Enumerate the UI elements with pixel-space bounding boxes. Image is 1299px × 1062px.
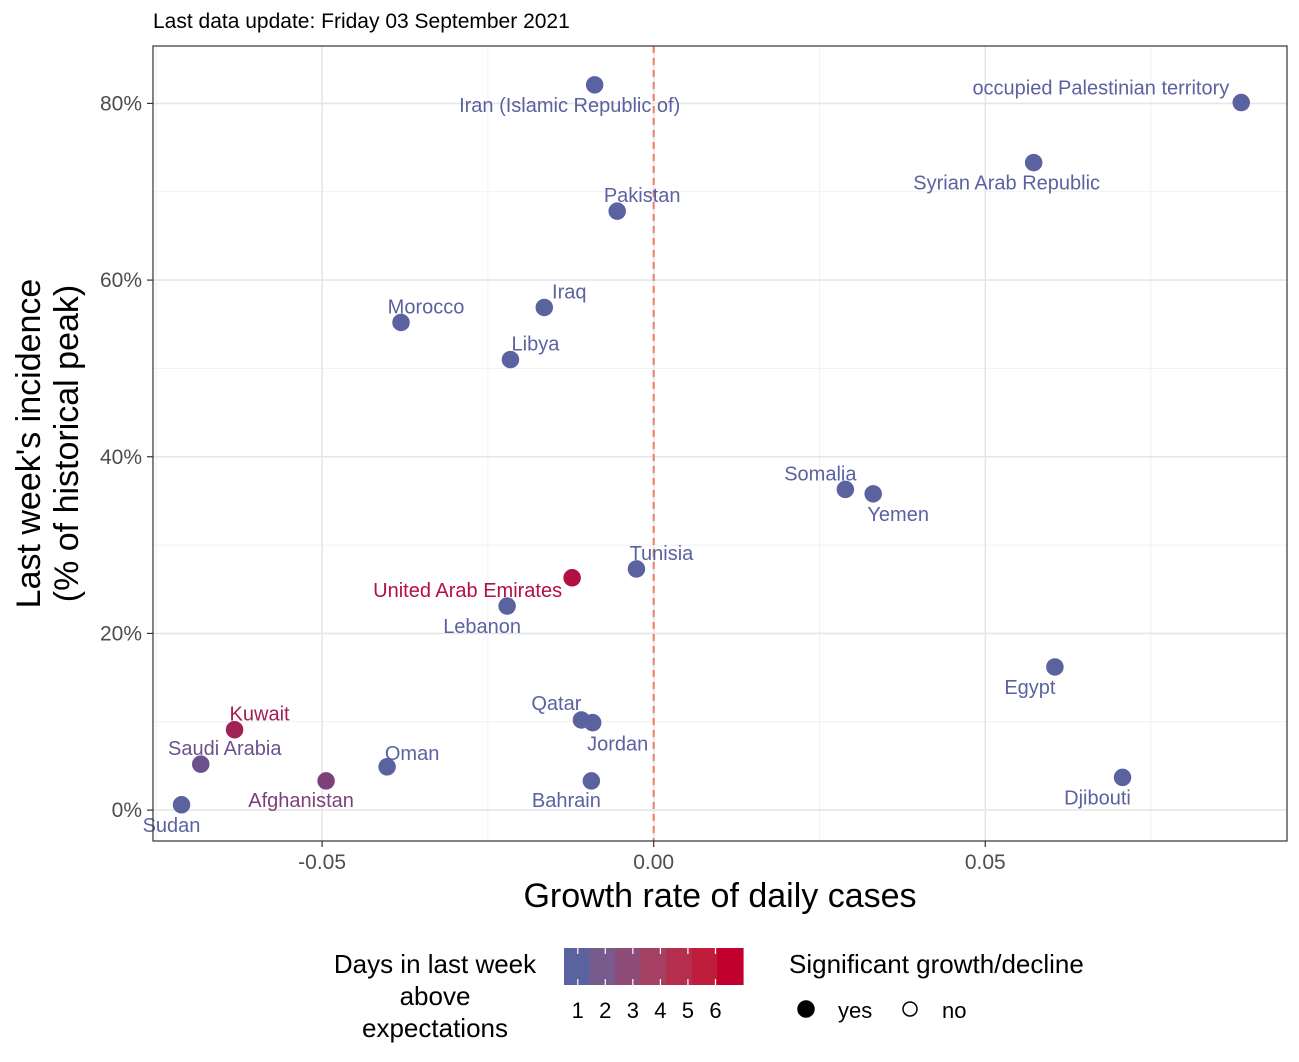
colorbar-segment: [615, 948, 642, 985]
label-united-arab-emirates: United Arab Emirates: [373, 580, 562, 602]
point-sudan: [172, 796, 191, 814]
point-kuwait: [225, 720, 244, 739]
label-oman: Oman: [385, 743, 439, 765]
label-somalia: Somalia: [784, 463, 857, 485]
point-lebanon: [498, 597, 516, 615]
y-tick-label: 20%: [100, 622, 142, 645]
label-libya: Libya: [512, 334, 561, 356]
plot-panel-border: [152, 45, 1288, 842]
colorbar-tick-label: 5: [682, 998, 694, 1023]
label-egypt: Egypt: [1004, 677, 1056, 699]
point-pakistan: [608, 202, 626, 220]
point-tunisia: [627, 560, 646, 578]
label-afghanistan: Afghanistan: [248, 790, 354, 812]
colorbar-tick-label: 4: [654, 998, 666, 1023]
legend-open-circle-icon: [902, 1001, 918, 1017]
label-iraq: Iraq: [552, 281, 586, 303]
legend-shape-label: no: [942, 998, 966, 1023]
point-united-arab-emirates: [563, 569, 581, 587]
label-lebanon: Lebanon: [443, 616, 521, 638]
colorbar-tick-label: 1: [572, 998, 584, 1023]
x-tick-label: 0.00: [633, 851, 674, 874]
point-bahrain: [582, 772, 601, 790]
label-bahrain: Bahrain: [532, 790, 601, 812]
legend-color-title-line: Days in last week: [334, 949, 537, 979]
point-iran-islamic-republic-of: [585, 76, 604, 94]
legend-shape-title: Significant growth/decline: [789, 949, 1084, 979]
chart-subtitle: Last data update: Friday 03 September 20…: [153, 10, 570, 33]
label-syrian-arab-republic: Syrian Arab Republic: [913, 173, 1100, 195]
label-occupied-palestinian-territory: occupied Palestinian territory: [972, 78, 1229, 100]
point-egypt: [1046, 658, 1064, 676]
label-tunisia: Tunisia: [630, 543, 695, 565]
label-iran-islamic-republic-of: Iran (Islamic Republic of): [459, 95, 680, 117]
label-sudan: Sudan: [143, 815, 201, 837]
label-yemen: Yemen: [867, 504, 929, 526]
colorbar-segment: [717, 948, 744, 985]
point-syrian-arab-republic: [1024, 153, 1043, 172]
point-somalia: [836, 480, 855, 499]
legend-color-title-line: above: [400, 981, 471, 1011]
point-libya: [501, 350, 520, 369]
point-oman: [378, 758, 396, 776]
label-jordan: Jordan: [587, 734, 648, 756]
gridlines: [153, 46, 1287, 841]
axes: -0.05 0.00 0.05 0% 20% 40% 60% 80%: [100, 92, 1006, 874]
point-afghanistan: [317, 772, 335, 790]
label-qatar: Qatar: [531, 693, 581, 715]
legend-shape-label: yes: [838, 998, 872, 1023]
colorbar-segment: [640, 948, 667, 985]
colorbar-segment: [564, 948, 591, 985]
colorbar-segment: [589, 948, 616, 985]
y-axis-title: Last week's incidence(% of historical pe…: [10, 279, 86, 609]
colorbar-tick-label: 3: [627, 998, 639, 1023]
point-djibouti: [1113, 768, 1132, 787]
legend-color-title-line: expectations: [362, 1013, 508, 1043]
label-kuwait: Kuwait: [230, 704, 290, 726]
point-yemen: [864, 485, 882, 503]
y-axis-title-line: Last week's incidence: [10, 279, 48, 609]
y-tick-label: 60%: [100, 269, 142, 292]
point-occupied-palestinian-territory: [1232, 93, 1250, 112]
label-morocco: Morocco: [388, 296, 465, 318]
colorbar-tick-label: 6: [709, 998, 721, 1023]
y-axis-title-line: (% of historical peak): [48, 285, 86, 602]
label-pakistan: Pakistan: [604, 185, 681, 207]
y-tick-label: 0%: [112, 799, 142, 822]
colorbar-segment: [691, 948, 719, 985]
y-tick-label: 40%: [100, 446, 142, 469]
x-tick-label: -0.05: [298, 851, 346, 874]
point-saudi-arabia: [191, 755, 210, 773]
label-djibouti: Djibouti: [1064, 787, 1131, 809]
point-jordan: [583, 713, 602, 732]
point-labels: Iran (Islamic Republic of) occupied Pales…: [143, 78, 1230, 837]
colorbar-tick-label: 2: [599, 998, 611, 1023]
x-tick-label: 0.05: [965, 851, 1006, 874]
legend-filled-circle-icon: [797, 1000, 815, 1018]
label-saudi-arabia: Saudi Arabia: [168, 738, 282, 760]
point-morocco: [392, 313, 410, 332]
data-points: [172, 76, 1250, 814]
point-iraq: [535, 298, 554, 317]
y-tick-label: 80%: [100, 92, 142, 115]
x-axis-title: Growth rate of daily cases: [523, 877, 916, 915]
colorbar-segment: [666, 948, 693, 985]
